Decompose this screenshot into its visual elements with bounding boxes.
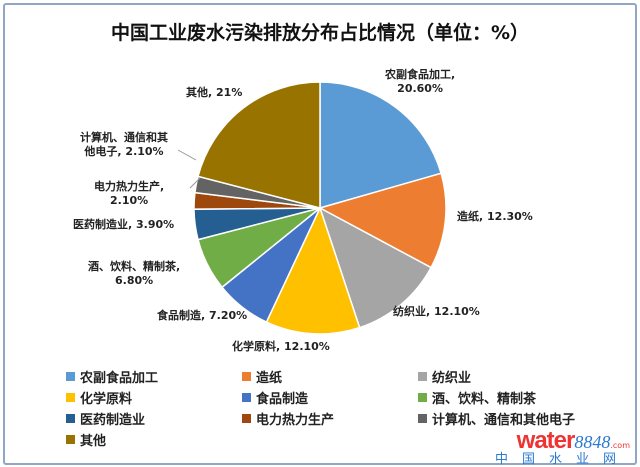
label-drink: 酒、饮料、精制茶, 6.80% xyxy=(88,260,180,288)
legend-swatch xyxy=(242,372,251,381)
pie-slice xyxy=(318,206,433,329)
label-agri: 农副食品加工, 20.60% xyxy=(385,68,455,96)
legend-swatch xyxy=(418,414,427,423)
label-paper: 造纸, 12.30% xyxy=(457,210,533,223)
legend-item: 造纸 xyxy=(242,368,418,386)
label-power: 电力热力生产, 2.10% xyxy=(94,180,164,208)
label-drink-name: 酒、饮料、精制茶, xyxy=(88,260,181,273)
legend-label: 其他 xyxy=(80,434,107,449)
pie-slice xyxy=(197,81,321,209)
legend-label: 酒、饮料、精制茶 xyxy=(432,392,537,407)
label-textile: 纺织业, 12.10% xyxy=(393,305,480,318)
label-power-value: 2.10% xyxy=(110,194,149,207)
pie-slice xyxy=(318,172,447,269)
label-other: 其他, 21% xyxy=(186,86,243,99)
legend-label: 纺织业 xyxy=(432,371,472,386)
legend-swatch xyxy=(66,372,75,381)
legend-swatch xyxy=(418,393,427,402)
legend-item: 其他 xyxy=(66,431,242,449)
chart-title: 中国工业废水污染排放分布占比情况（单位：%） xyxy=(110,22,530,44)
legend-label: 食品制造 xyxy=(256,392,309,407)
label-computer-value: 他电子, 2.10% xyxy=(84,145,164,158)
label-pharma: 医药制造业, 3.90% xyxy=(73,218,175,231)
logo-cn: 中国水业网 xyxy=(494,452,630,467)
legend-label: 电力热力生产 xyxy=(256,413,335,428)
legend-item: 食品制造 xyxy=(242,389,418,407)
legend-swatch xyxy=(242,414,251,423)
pie-slice xyxy=(265,205,361,335)
legend: 农副食品加工 造纸 纺织业化学原料 食品制造 酒、饮料、精制茶医药制造业 电力热力生产 计算… xyxy=(66,368,586,449)
legend-label: 化学原料 xyxy=(80,392,133,407)
legend-label: 造纸 xyxy=(256,371,283,386)
legend-swatch xyxy=(418,372,427,381)
legend-item: 化学原料 xyxy=(66,389,242,407)
leader-line xyxy=(189,177,201,189)
watermark-logo: water8848.com 中国水业网 xyxy=(495,429,630,467)
legend-item: 医药制造业 xyxy=(66,410,242,428)
label-food: 食品制造, 7.20% xyxy=(157,309,248,322)
legend-item: 计算机、通信和其他电子 xyxy=(418,410,618,428)
legend-label: 计算机、通信和其他电子 xyxy=(432,413,576,428)
label-power-name: 电力热力生产, xyxy=(94,180,165,193)
leader-line xyxy=(177,149,197,161)
label-computer: 计算机、通信和其 他电子, 2.10% xyxy=(80,131,168,159)
label-computer-name: 计算机、通信和其 xyxy=(80,131,168,144)
logo-num: 8848 xyxy=(574,432,611,452)
label-chem: 化学原料, 12.10% xyxy=(232,340,330,353)
label-agri-name: 农副食品加工, xyxy=(385,68,456,81)
logo-text: water xyxy=(516,427,576,454)
legend-swatch xyxy=(66,435,75,444)
legend-item: 纺织业 xyxy=(418,368,618,386)
legend-item: 酒、饮料、精制茶 xyxy=(418,389,618,407)
legend-label: 农副食品加工 xyxy=(80,371,159,386)
legend-label: 医药制造业 xyxy=(80,413,146,428)
legend-item: 电力热力生产 xyxy=(242,410,418,428)
pie-slice xyxy=(319,81,443,209)
legend-swatch xyxy=(242,393,251,402)
logo-domain: .com xyxy=(610,441,630,450)
legend-swatch xyxy=(66,393,75,402)
label-drink-value: 6.80% xyxy=(115,274,154,287)
chart-frame xyxy=(3,3,637,465)
label-agri-value: 20.60% xyxy=(397,82,443,95)
legend-item: 农副食品加工 xyxy=(66,368,242,386)
legend-swatch xyxy=(66,414,75,423)
